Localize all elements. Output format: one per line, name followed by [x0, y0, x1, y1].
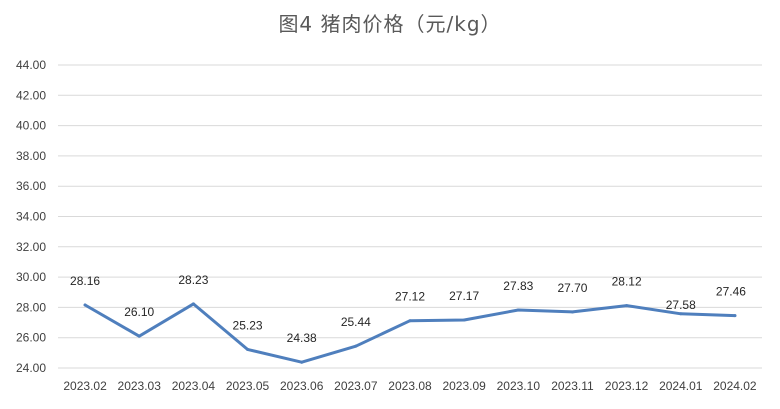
data-label-1: 26.10 [124, 305, 154, 319]
data-point-8 [516, 308, 520, 312]
data-label-5: 25.44 [341, 315, 371, 329]
x-tick-label-10: 2023.12 [605, 379, 649, 393]
data-label-10: 28.12 [612, 275, 642, 289]
series-line [83, 302, 737, 364]
data-point-12 [733, 314, 737, 318]
x-tick-label-1: 2023.03 [118, 379, 162, 393]
x-tick-label-4: 2023.06 [280, 379, 324, 393]
y-tick-label-2: 28.00 [16, 300, 46, 314]
x-tick-label-9: 2023.11 [551, 379, 594, 393]
data-label-11: 27.58 [666, 298, 696, 312]
data-point-0 [83, 303, 87, 307]
x-tick-label-3: 2023.05 [226, 379, 270, 393]
data-point-1 [137, 334, 141, 338]
data-label-8: 27.83 [503, 279, 533, 293]
data-point-5 [354, 344, 358, 348]
x-tick-label-12: 2024.02 [713, 379, 757, 393]
y-tick-label-3: 30.00 [16, 270, 46, 284]
x-tick-label-0: 2023.02 [63, 379, 107, 393]
y-tick-label-5: 34.00 [16, 210, 46, 224]
data-point-3 [246, 347, 250, 351]
y-tick-label-0: 24.00 [16, 361, 46, 375]
data-point-7 [462, 318, 466, 322]
x-tick-label-5: 2023.07 [334, 379, 378, 393]
chart-title: 图4 猪肉价格（元/kg） [278, 12, 502, 36]
y-tick-label-7: 38.00 [16, 149, 46, 163]
data-point-10 [625, 304, 629, 308]
data-point-4 [300, 360, 304, 364]
data-point-2 [191, 302, 195, 306]
y-tick-label-8: 40.00 [16, 119, 46, 133]
y-tick-label-1: 26.00 [16, 331, 46, 345]
x-tick-label-2: 2023.04 [172, 379, 216, 393]
data-label-3: 25.23 [233, 318, 263, 332]
x-tick-label-6: 2023.08 [388, 379, 432, 393]
y-tick-label-10: 44.00 [16, 58, 46, 72]
x-tick-label-11: 2024.01 [659, 379, 703, 393]
data-label-12: 27.46 [716, 285, 746, 299]
x-tick-label-8: 2023.10 [497, 379, 541, 393]
y-tick-label-6: 36.00 [16, 179, 46, 193]
data-label-9: 27.70 [557, 281, 587, 295]
data-label-0: 28.16 [70, 274, 100, 288]
y-tick-label-9: 42.00 [16, 88, 46, 102]
data-label-2: 28.23 [178, 273, 208, 287]
data-label-6: 27.12 [395, 290, 425, 304]
data-label-4: 24.38 [287, 331, 317, 345]
x-tick-label-7: 2023.09 [442, 379, 486, 393]
data-point-6 [408, 319, 412, 323]
y-tick-label-4: 32.00 [16, 240, 46, 254]
data-point-11 [679, 312, 683, 316]
data-point-9 [570, 310, 574, 314]
data-label-7: 27.17 [449, 289, 479, 303]
